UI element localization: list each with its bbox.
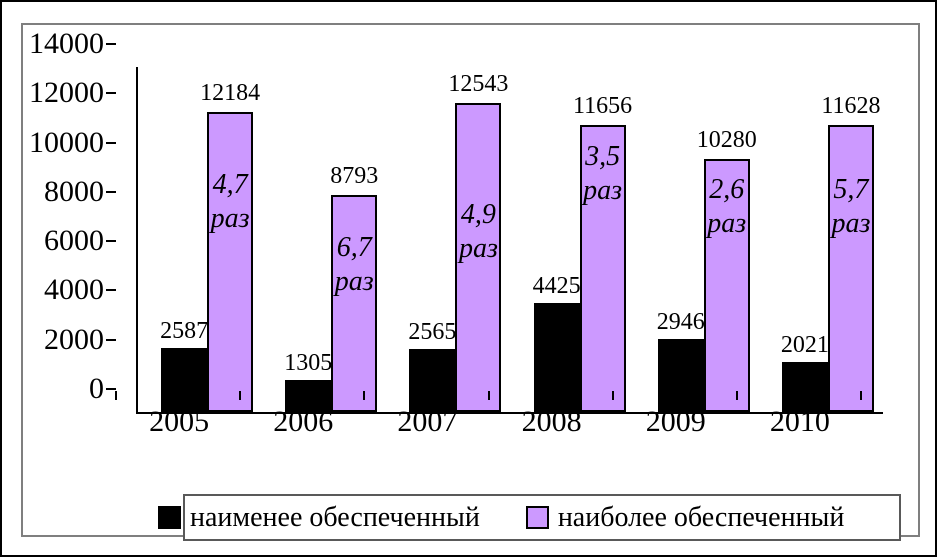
value-label-least-2010: 2021 bbox=[780, 332, 829, 359]
y-axis-tick bbox=[106, 289, 116, 292]
bar-least-provided-2008 bbox=[533, 302, 580, 412]
x-axis-tick bbox=[860, 391, 862, 400]
value-label-least-2005: 2587 bbox=[160, 318, 209, 345]
y-axis-label: 14000 bbox=[29, 27, 104, 60]
category-2006: 1305 8793 6,7 раз bbox=[262, 67, 386, 412]
bar-least-provided-2007 bbox=[409, 348, 456, 412]
legend-swatch-most-provided bbox=[525, 506, 549, 529]
y-axis-tick bbox=[106, 43, 116, 45]
ratio-annotation-2009: 2,6 раз bbox=[707, 173, 747, 239]
bar-most-provided-2010 bbox=[827, 125, 874, 412]
y-axis-label: 12000 bbox=[29, 76, 104, 110]
bar-least-provided-2005 bbox=[161, 348, 208, 412]
x-axis-label-2005: 2005 bbox=[149, 405, 210, 438]
value-label-most-2009: 10280 bbox=[696, 126, 757, 153]
ratio-annotation-2008: 3,5 раз bbox=[583, 140, 623, 206]
legend-label-most-provided: наиболее обеспеченный bbox=[557, 501, 845, 533]
bar-most-provided-2009 bbox=[703, 158, 750, 412]
value-label-most-2006: 8793 bbox=[330, 163, 379, 190]
category-2008: 4425 11656 3,5 раз bbox=[511, 67, 635, 412]
y-axis-tick bbox=[106, 338, 116, 341]
ratio-annotation-2007: 4,9 раз bbox=[458, 198, 498, 264]
legend-swatch-least-provided bbox=[158, 506, 181, 529]
x-axis-label-2006: 2006 bbox=[273, 405, 334, 438]
x-axis-label-2009: 2009 bbox=[645, 405, 706, 438]
x-axis-label-2008: 2008 bbox=[521, 405, 582, 438]
value-label-least-2007: 2565 bbox=[408, 318, 457, 345]
value-label-most-2007: 12543 bbox=[448, 70, 509, 97]
y-axis-tick bbox=[106, 240, 116, 243]
value-label-most-2005: 12184 bbox=[200, 79, 261, 106]
ratio-annotation-2010: 5,7 раз bbox=[831, 174, 871, 240]
value-label-least-2009: 2946 bbox=[656, 309, 705, 336]
y-axis-label: 4000 bbox=[44, 273, 104, 307]
y-axis-label: 10000 bbox=[29, 125, 104, 159]
x-axis-tick bbox=[239, 391, 242, 400]
y-axis-label: 0 bbox=[89, 372, 104, 405]
x-axis-tick bbox=[363, 391, 366, 400]
value-label-least-2008: 4425 bbox=[532, 272, 581, 299]
category-2007: 2565 12543 4,9 раз bbox=[386, 67, 510, 412]
plot-area: 2587 12184 4,7 раз 1305 8793 6,7 раз 2565 12543 4,… bbox=[136, 67, 883, 414]
category-2005: 2587 12184 4,7 раз bbox=[138, 67, 262, 412]
x-axis-label-2010: 2010 bbox=[769, 405, 830, 438]
bar-least-provided-2010 bbox=[781, 362, 828, 412]
bar-most-provided-2005 bbox=[207, 111, 254, 412]
chart-frame: 2587 12184 4,7 раз 1305 8793 6,7 раз 2565 12543 4,… bbox=[21, 23, 920, 541]
bar-most-provided-2007 bbox=[455, 102, 502, 412]
bar-most-provided-2008 bbox=[579, 124, 626, 412]
legend: наименее обеспеченный наиболее обеспечен… bbox=[158, 494, 901, 541]
y-axis-tick bbox=[106, 388, 116, 390]
value-label-most-2008: 11656 bbox=[573, 92, 633, 119]
legend-label-least-provided: наименее обеспеченный bbox=[190, 501, 480, 533]
category-2010: 2021 11628 5,7 раз bbox=[759, 67, 883, 412]
x-axis-tick bbox=[735, 391, 738, 400]
y-axis-tick bbox=[106, 190, 116, 193]
x-axis-tick bbox=[487, 391, 490, 400]
category-2009: 2946 10280 2,6 раз bbox=[635, 67, 759, 412]
y-axis-label: 8000 bbox=[44, 174, 104, 208]
x-axis-tick bbox=[115, 391, 117, 400]
x-axis-label-2007: 2007 bbox=[397, 405, 458, 438]
bar-most-provided-2006 bbox=[331, 195, 378, 412]
ratio-annotation-2006: 6,7 раз bbox=[334, 232, 374, 298]
y-axis-label: 2000 bbox=[44, 322, 104, 356]
ratio-annotation-2005: 4,7 раз bbox=[210, 168, 250, 234]
y-axis-tick bbox=[106, 141, 116, 144]
bar-least-provided-2006 bbox=[285, 379, 332, 412]
x-axis-tick bbox=[611, 391, 614, 400]
y-axis-label: 6000 bbox=[44, 224, 104, 258]
value-label-least-2006: 1305 bbox=[284, 349, 333, 376]
y-axis-tick bbox=[106, 92, 116, 95]
bar-least-provided-2009 bbox=[657, 339, 704, 412]
value-label-most-2010: 11628 bbox=[821, 93, 881, 120]
